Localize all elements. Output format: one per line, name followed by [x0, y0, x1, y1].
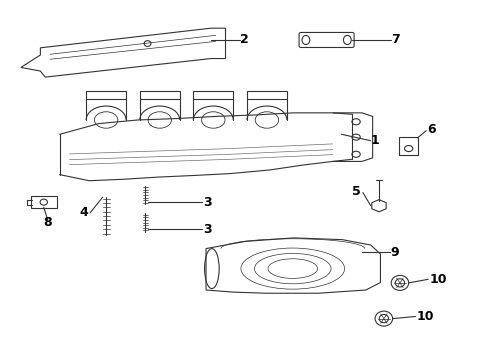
Text: 7: 7 [391, 33, 400, 46]
Text: 8: 8 [43, 216, 52, 229]
Text: 2: 2 [240, 33, 249, 46]
Text: 5: 5 [352, 185, 361, 198]
Text: 3: 3 [203, 223, 212, 236]
Text: 10: 10 [429, 273, 447, 286]
Text: 1: 1 [371, 134, 379, 147]
Text: 9: 9 [390, 246, 399, 258]
Text: 10: 10 [416, 310, 434, 323]
Text: 4: 4 [79, 206, 88, 219]
Text: 3: 3 [203, 195, 212, 209]
Text: 6: 6 [427, 123, 436, 136]
